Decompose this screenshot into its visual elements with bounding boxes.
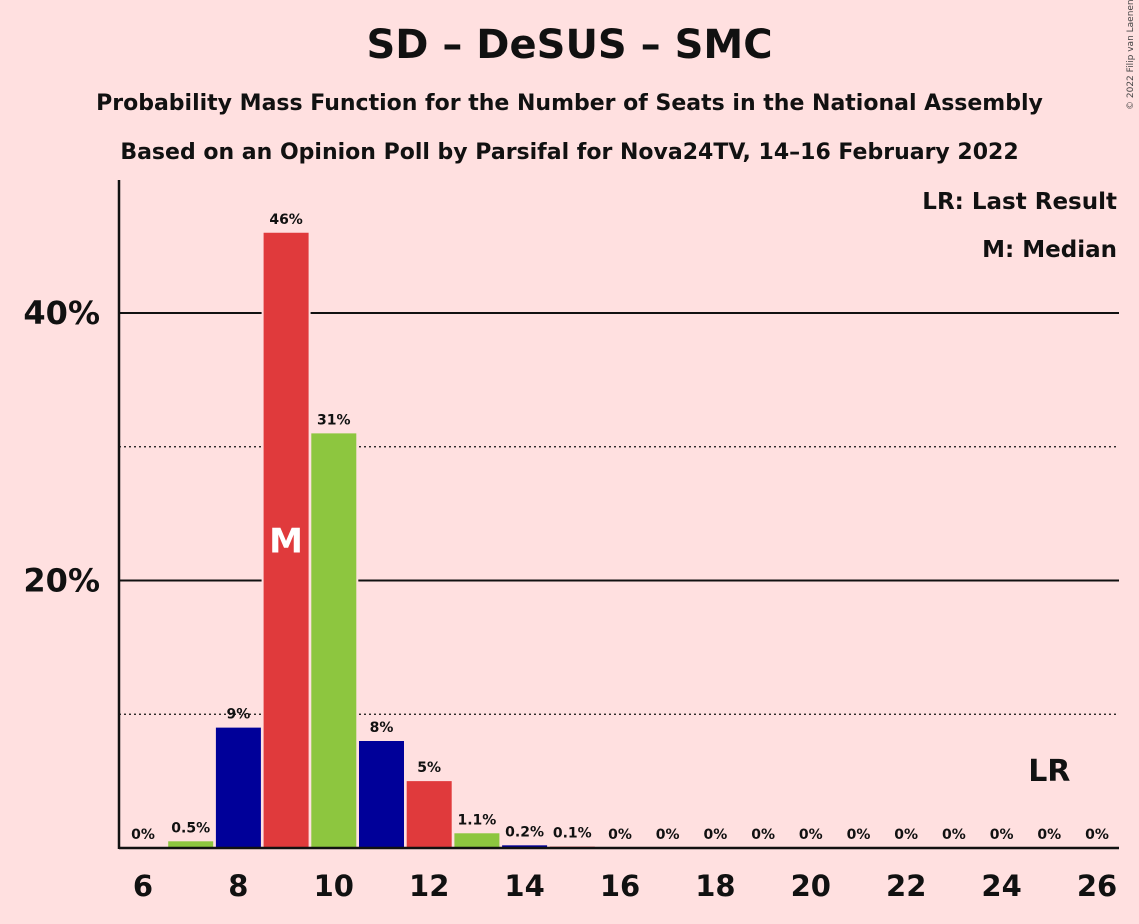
legend-last-result: LR: Last Result — [922, 189, 1117, 215]
data-label-seat-22: 0% — [894, 827, 918, 843]
bar-halo-15 — [547, 844, 597, 848]
data-label-seat-26: 0% — [1085, 827, 1109, 843]
bar-seat-10 — [311, 433, 357, 848]
data-label-seat-8: 9% — [227, 707, 251, 723]
data-label-seat-15: 0.1% — [553, 826, 592, 842]
data-label-seat-6: 0% — [131, 827, 155, 843]
bar-seat-9 — [263, 232, 309, 848]
x-tick-label-26: 26 — [1077, 869, 1117, 903]
x-tick-label-10: 10 — [314, 869, 354, 903]
data-label-seat-19: 0% — [751, 827, 775, 843]
chart-subtitle: Probability Mass Function for the Number… — [96, 91, 1043, 116]
data-label-seat-24: 0% — [990, 827, 1014, 843]
y-tick-label-20: 20% — [23, 562, 100, 600]
x-tick-label-12: 12 — [409, 869, 449, 903]
x-tick-label-20: 20 — [791, 869, 831, 903]
last-result-marker: LR — [1028, 754, 1070, 789]
data-label-seat-13: 1.1% — [457, 812, 496, 828]
data-label-seat-23: 0% — [942, 827, 966, 843]
data-label-seat-10: 31% — [317, 412, 351, 428]
data-label-seat-9: 46% — [269, 212, 303, 228]
bar-seat-13 — [454, 833, 500, 848]
y-tick-label-40: 40% — [23, 294, 100, 332]
bar-seat-8 — [215, 727, 261, 848]
data-label-seat-12: 5% — [417, 760, 441, 776]
x-tick-label-16: 16 — [600, 869, 640, 903]
bar-seat-14 — [502, 845, 548, 848]
data-label-seat-11: 8% — [370, 720, 394, 736]
bar-seat-12 — [406, 781, 452, 848]
median-marker: M — [269, 521, 303, 561]
chart-source-subtitle: Based on an Opinion Poll by Parsifal for… — [120, 140, 1019, 165]
data-label-seat-21: 0% — [847, 827, 871, 843]
axes-group: 20% 40% 6 8 10 12 14 16 18 20 22 24 26 — [23, 180, 1119, 903]
data-label-seat-14: 0.2% — [505, 824, 544, 840]
x-tick-label-22: 22 — [886, 869, 926, 903]
x-tick-label-6: 6 — [133, 869, 153, 903]
data-label-seat-18: 0% — [704, 827, 728, 843]
data-label-seat-17: 0% — [656, 827, 680, 843]
data-labels-group: 0% 0.5% 9% 46% 31% 8% 5% 1.1% 0.2% 0.1% 0% 0% 0% 0% 0%… — [131, 212, 1109, 843]
x-tick-label-18: 18 — [695, 869, 735, 903]
x-tick-label-24: 24 — [981, 869, 1021, 903]
x-tick-label-14: 14 — [504, 869, 544, 903]
bar-seat-11 — [359, 741, 404, 848]
x-tick-label-8: 8 — [228, 869, 248, 903]
chart-title: SD – DeSUS – SMC — [366, 22, 773, 68]
data-label-seat-20: 0% — [799, 827, 823, 843]
bars-group — [166, 230, 597, 848]
bar-seat-7 — [168, 841, 214, 848]
legend-median: M: Median — [982, 237, 1117, 263]
data-label-seat-7: 0.5% — [171, 820, 210, 836]
data-label-seat-16: 0% — [608, 827, 632, 843]
data-label-seat-25: 0% — [1037, 827, 1061, 843]
